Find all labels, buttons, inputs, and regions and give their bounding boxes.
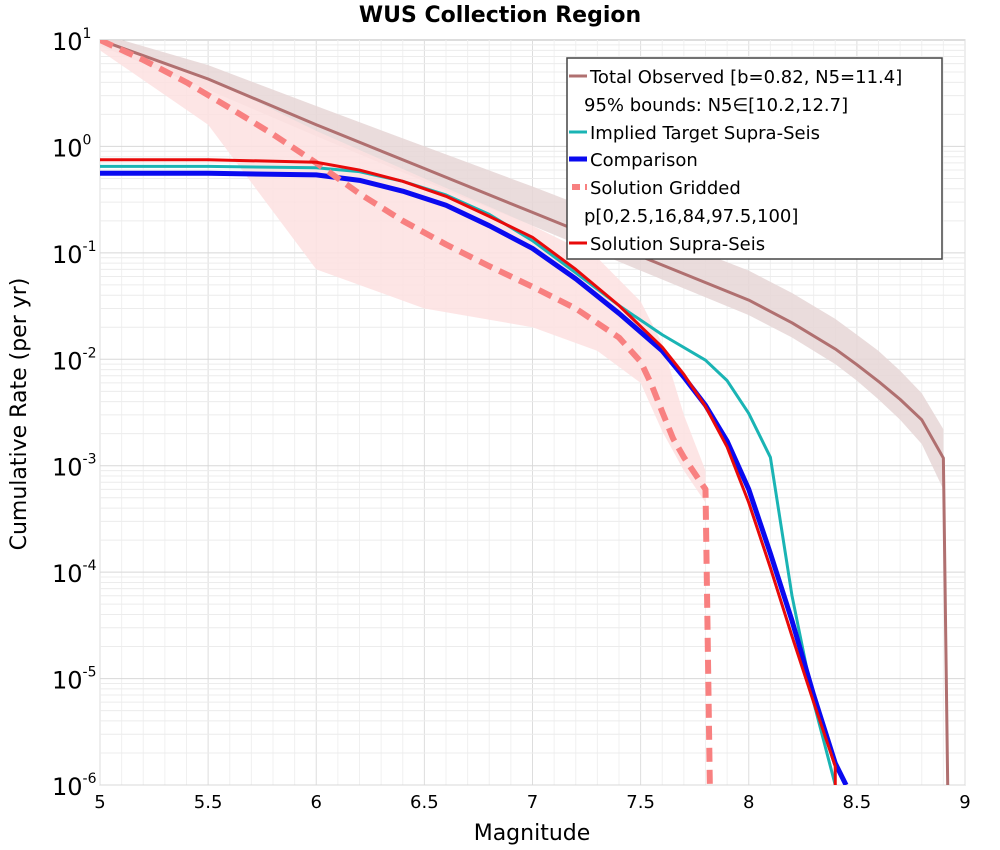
x-axis-label: Magnitude <box>474 821 591 846</box>
y-tick-label: 10-2 <box>52 345 97 375</box>
x-tick-label: 6 <box>311 792 322 813</box>
series-line <box>100 158 837 785</box>
y-tick-label: 10-5 <box>52 665 97 695</box>
legend-label: Solution Supra-Seis <box>590 234 765 255</box>
series-line <box>100 40 713 785</box>
legend-label: Solution Gridded <box>590 178 741 199</box>
x-tick-label: 9 <box>959 792 970 813</box>
x-tick-label: 7 <box>527 792 538 813</box>
y-tick-label: 10-3 <box>52 452 97 482</box>
legend-label: Total Observed [b=0.82, N5=11.4] <box>589 67 902 88</box>
x-tick-label: 6.5 <box>410 792 439 813</box>
series-band <box>100 40 706 503</box>
y-tick-labels: 10-6 10-5 10-4 10-3 10-2 10-1 100 101 <box>52 26 97 801</box>
legend-label: Comparison <box>590 150 698 171</box>
x-tick-label: 7.5 <box>626 792 655 813</box>
legend-label: Implied Target Supra-Seis <box>590 123 820 144</box>
legend-label: 95% bounds: N5∈[10.2,12.7] <box>584 95 848 116</box>
y-tick-label: 10-6 <box>52 771 97 801</box>
y-tick-label: 100 <box>52 132 91 162</box>
series-line <box>100 170 849 785</box>
legend-box <box>566 57 943 260</box>
series-line <box>100 40 950 785</box>
y-tick-label: 10-1 <box>52 239 97 269</box>
x-tick-label: 8.5 <box>843 792 872 813</box>
y-axis-label: Cumulative Rate (per yr) <box>7 278 32 551</box>
x-tick-label: 5.5 <box>194 792 223 813</box>
chart-title: WUS Collection Region <box>359 3 641 28</box>
legend: Total Observed [b=0.82, N5=11.4] 95% boun… <box>566 57 943 260</box>
legend-label: p[0,2.5,16,84,97.5,100] <box>584 206 798 227</box>
x-tick-label: 5 <box>94 792 105 813</box>
bands <box>100 40 944 503</box>
x-tick-label: 8 <box>743 792 754 813</box>
y-tick-label: 101 <box>52 26 91 56</box>
series-lines <box>100 40 950 785</box>
x-tick-labels: 5 5.5 6 6.5 7 7.5 8 8.5 9 <box>94 792 970 813</box>
y-tick-label: 10-4 <box>52 558 97 588</box>
